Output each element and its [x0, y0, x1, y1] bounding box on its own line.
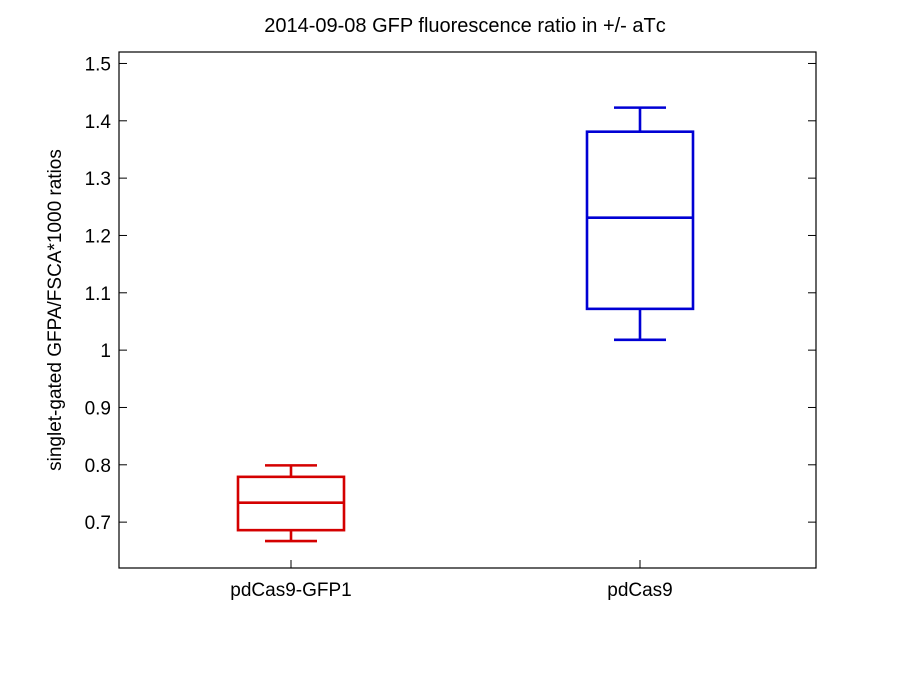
- y-tick-label: 0.7: [85, 513, 111, 534]
- y-tick-label: 1.5: [85, 54, 111, 75]
- plot-area: [118, 51, 817, 569]
- x-tick-label: pdCas9-GFP1: [230, 580, 351, 601]
- y-tick-label: 0.8: [85, 456, 111, 477]
- x-axis: pdCas9-GFP1 pdCas9: [230, 560, 673, 601]
- box-pdCas9-GFP1: [236, 464, 346, 543]
- y-tick-label: 1.1: [85, 284, 111, 305]
- chart-title: 2014-09-08 GFP fluorescence ratio in +/-…: [264, 15, 666, 37]
- y-tick-label: 1.4: [85, 112, 112, 133]
- y-axis: 0.7 0.8 0.9 1 1.1 1.2 1.3 1.4 1.5: [85, 54, 816, 534]
- y-tick-label: 1.3: [85, 169, 111, 190]
- y-tick-label: 1.2: [85, 226, 111, 247]
- boxes: [236, 106, 695, 543]
- y-tick-label: 1: [100, 341, 111, 362]
- iqr-box: [585, 130, 695, 311]
- box-pdCas9: [585, 106, 695, 342]
- y-tick-label: 0.9: [85, 398, 111, 419]
- y-axis-label: singlet-gated GFPA/FSCA*1000 ratios: [45, 149, 66, 471]
- x-tick-label: pdCas9: [607, 580, 673, 601]
